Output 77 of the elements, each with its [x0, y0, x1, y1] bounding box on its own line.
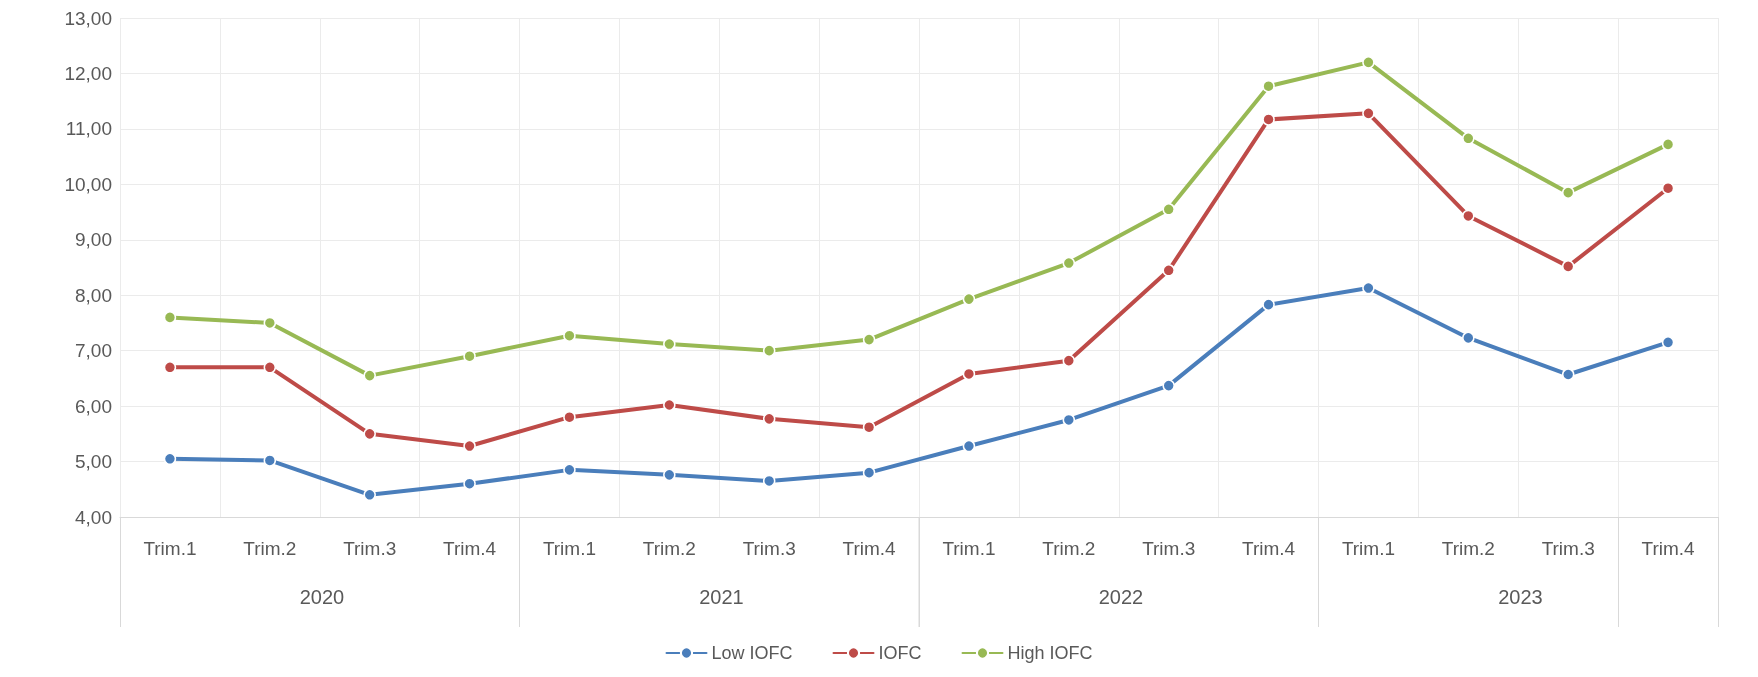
x-tick-label: Trim.2: [642, 538, 696, 559]
point: [1462, 331, 1475, 345]
point: [762, 344, 776, 357]
point: [663, 398, 676, 412]
y-tick-label: 12,00: [64, 62, 112, 84]
point: [962, 367, 976, 381]
point: [1561, 260, 1575, 273]
x-tick-label: Trim.4: [1242, 538, 1296, 559]
point: [1661, 138, 1675, 151]
x-tick-label: Trim.1: [143, 538, 197, 559]
point: [1362, 281, 1375, 295]
point: [1162, 264, 1175, 277]
point: [1561, 368, 1575, 381]
y-tick-label: 10,00: [64, 173, 112, 195]
x-tick-label: Trim.4: [1641, 538, 1696, 559]
point: [962, 292, 976, 306]
point: [163, 361, 177, 374]
x-tick-label: Trim.4: [443, 538, 497, 559]
x-tick-label: Trim.2: [1441, 538, 1495, 559]
point: [163, 452, 177, 466]
y-tick-label: 11,00: [65, 118, 112, 140]
x-tick-label: Trim.3: [1142, 538, 1196, 559]
x-tick-label: Trim.1: [542, 538, 596, 559]
point: [862, 466, 876, 479]
y-tick-label: 4,00: [75, 506, 112, 528]
point: [263, 316, 277, 330]
legend-label: High IOFC: [1007, 643, 1093, 663]
x-tick-label: Trim.4: [842, 538, 897, 559]
text: 2023: [1498, 586, 1543, 608]
point: [1062, 413, 1076, 427]
point: [1462, 209, 1475, 223]
point: [363, 488, 376, 502]
point: [263, 361, 277, 374]
point: [263, 454, 277, 467]
point: [962, 439, 976, 453]
y-tick-label: 9,00: [75, 229, 112, 251]
point: [663, 337, 676, 351]
point: [1362, 107, 1375, 120]
point: [163, 311, 177, 324]
point: [663, 468, 676, 482]
x-tick-label: Trim.3: [343, 538, 397, 559]
y-tick-label: 5,00: [75, 451, 112, 473]
point: [363, 369, 376, 382]
x-tick-label: Trim.2: [1042, 538, 1096, 559]
y-tick-label: 8,00: [75, 284, 112, 306]
point: [1661, 336, 1675, 349]
point: [1661, 181, 1675, 195]
point: [1362, 56, 1375, 69]
point: [1062, 256, 1076, 270]
x-tick-label: Trim.1: [942, 538, 996, 559]
y-tick-label: 13,00: [64, 7, 112, 29]
text: 2022: [1098, 586, 1144, 608]
point: [1262, 79, 1275, 93]
x-tick-label: Trim.1: [1341, 538, 1395, 559]
point: [862, 333, 876, 346]
point: [1162, 379, 1175, 392]
y-tick-label: 6,00: [75, 395, 112, 417]
point: [463, 349, 476, 363]
point: [1262, 298, 1275, 311]
point: [1062, 354, 1076, 367]
x-tick-label: Trim.2: [243, 538, 297, 559]
text: 2021: [699, 586, 744, 608]
x-tick-label: Trim.3: [1541, 538, 1595, 559]
legend-label: Low IOFC: [711, 643, 793, 663]
point: [563, 463, 576, 477]
point: [762, 412, 776, 426]
point: [363, 427, 376, 441]
legend-label: IOFC: [878, 643, 922, 663]
point: [762, 474, 776, 488]
point: [463, 439, 476, 453]
point: [1262, 113, 1275, 126]
point: [563, 410, 576, 424]
point: [862, 420, 876, 434]
text: 2020: [299, 586, 345, 608]
point: [1561, 186, 1575, 199]
y-tick-label: 7,00: [75, 340, 112, 362]
x-tick-label: Trim.3: [742, 538, 796, 559]
